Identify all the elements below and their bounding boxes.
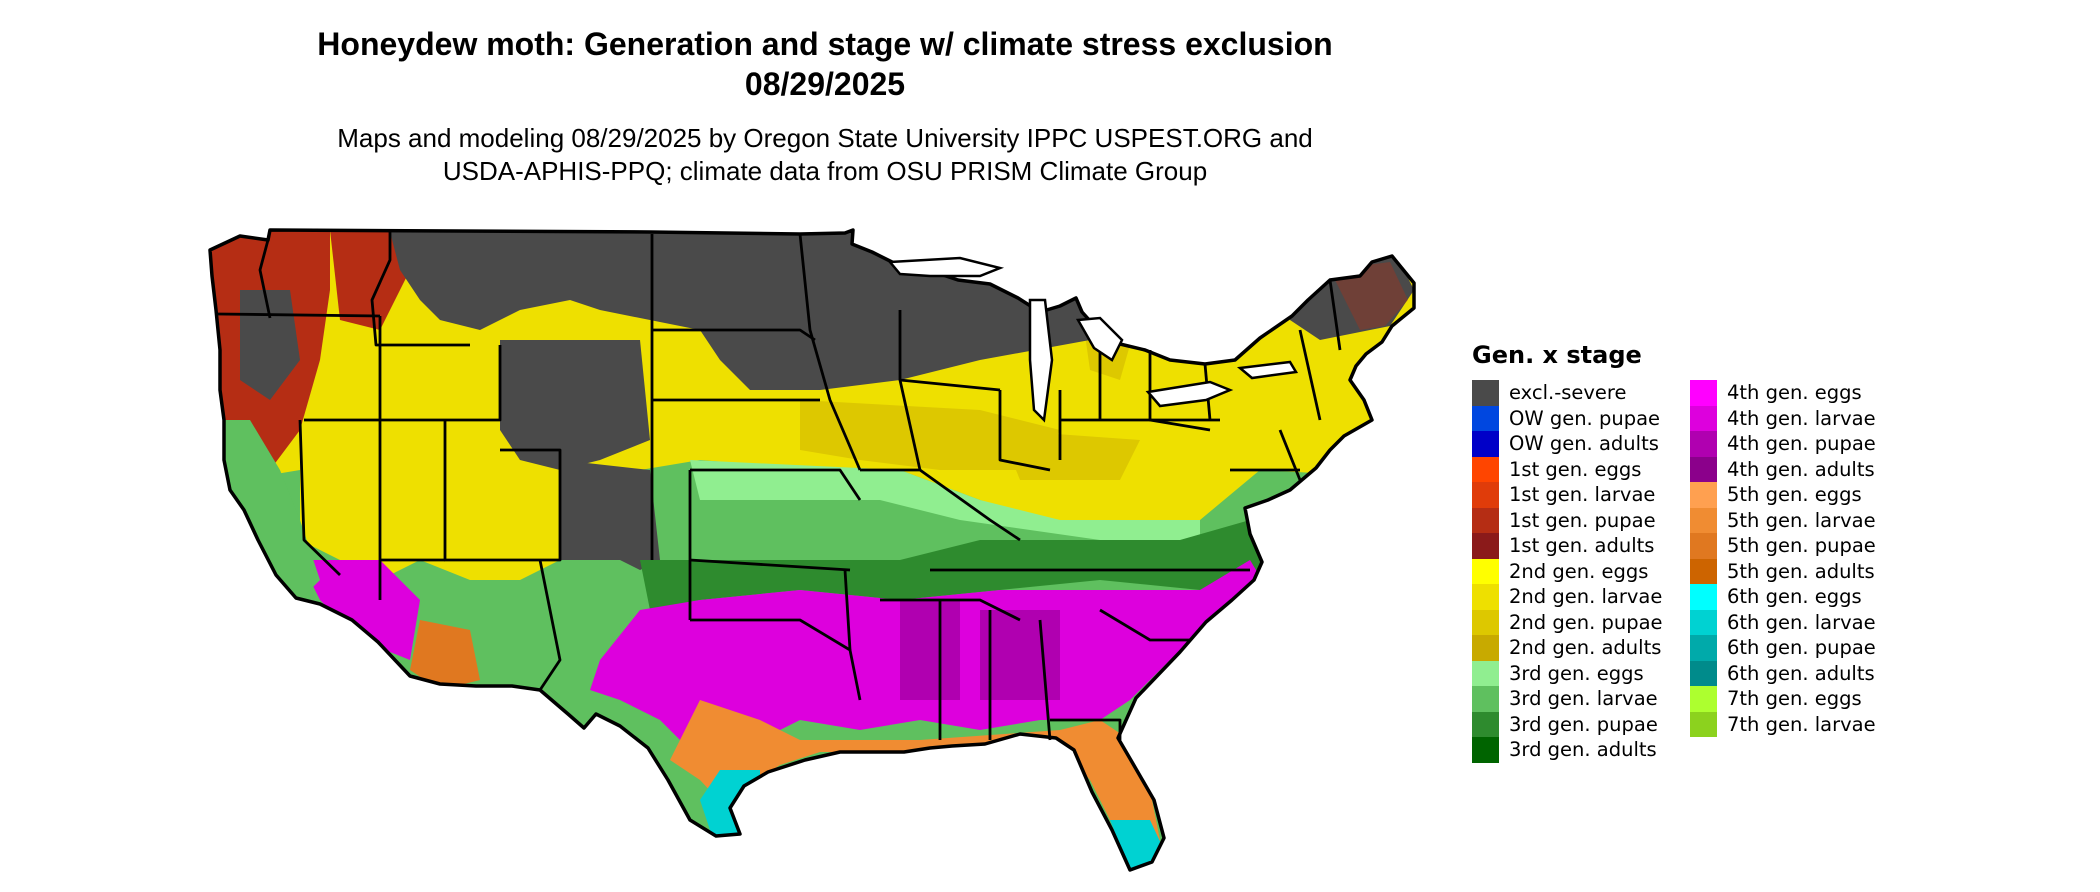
legend-item: 7th gen. eggs (1690, 686, 1876, 712)
legend-item: 1st gen. eggs (1472, 456, 1663, 482)
map-credit-line-2: USDA-APHIS-PPQ; climate data from OSU PR… (442, 156, 1208, 186)
map-credit-line-1: Maps and modeling 08/29/2025 by Oregon S… (337, 123, 1313, 153)
legend-item: 2nd gen. pupae (1472, 609, 1663, 635)
legend-label: 5th gen. pupae (1727, 534, 1876, 558)
legend-label: 6th gen. larvae (1727, 610, 1876, 634)
legend-item: 2nd gen. adults (1472, 635, 1663, 661)
legend-item: 5th gen. eggs (1690, 482, 1876, 508)
legend-swatch (1472, 609, 1499, 635)
legend-item: 4th gen. pupae (1690, 431, 1876, 457)
legend-label: 4th gen. pupae (1727, 432, 1876, 456)
legend-item: excl.-severe (1472, 380, 1663, 406)
legend-swatch (1690, 635, 1717, 661)
legend-label: 2nd gen. larvae (1509, 585, 1663, 609)
legend-title: Gen. x stage (1472, 341, 1642, 369)
legend-label: 4th gen. eggs (1727, 381, 1862, 405)
legend-swatch (1690, 456, 1717, 482)
legend-swatch (1690, 584, 1717, 610)
legend-item: 5th gen. larvae (1690, 507, 1876, 533)
legend-swatch (1690, 405, 1717, 431)
legend-item: 4th gen. eggs (1690, 380, 1876, 406)
legend-column-1: excl.-severe OW gen. pupae OW gen. adults 1… (1472, 380, 1663, 763)
legend-swatch (1690, 431, 1717, 457)
legend-label: 4th gen. larvae (1727, 406, 1876, 430)
us-conus-map (208, 228, 1416, 872)
legend-swatch (1690, 711, 1717, 737)
legend-swatch (1472, 533, 1499, 559)
legend-swatch (1472, 456, 1499, 482)
legend-swatch (1472, 635, 1499, 661)
legend-item: 6th gen. eggs (1690, 584, 1876, 610)
legend-item: 1st gen. adults (1472, 533, 1663, 559)
legend-swatch (1690, 660, 1717, 686)
legend-item: 5th gen. pupae (1690, 533, 1876, 559)
map-date: 08/29/2025 (744, 66, 906, 102)
legend-item: 3rd gen. larvae (1472, 686, 1663, 712)
legend-column-2: 4th gen. eggs 4th gen. larvae 4th gen. pup… (1690, 380, 1876, 737)
legend-label: 6th gen. adults (1727, 661, 1875, 685)
legend-swatch (1472, 660, 1499, 686)
legend-item: 4th gen. larvae (1690, 405, 1876, 431)
map-title: Honeydew moth: Generation and stage w/ c… (317, 26, 1333, 62)
legend-label: 1st gen. pupae (1509, 508, 1656, 532)
legend-label: OW gen. pupae (1509, 406, 1661, 430)
legend-swatch (1472, 405, 1499, 431)
legend-label: OW gen. adults (1509, 432, 1659, 456)
legend-item: 4th gen. adults (1690, 456, 1876, 482)
legend-label: excl.-severe (1509, 381, 1627, 405)
legend-item: 6th gen. adults (1690, 660, 1876, 686)
legend-label: 2nd gen. adults (1509, 636, 1662, 660)
legend-item: 1st gen. pupae (1472, 507, 1663, 533)
legend-swatch (1472, 482, 1499, 508)
legend-label: 6th gen. pupae (1727, 636, 1876, 660)
legend-label: 3rd gen. larvae (1509, 687, 1658, 711)
legend-label: 6th gen. eggs (1727, 585, 1862, 609)
legend-item: 7th gen. larvae (1690, 711, 1876, 737)
legend-label: 5th gen. adults (1727, 559, 1875, 583)
legend-item: OW gen. adults (1472, 431, 1663, 457)
legend-item: 2nd gen. larvae (1472, 584, 1663, 610)
legend-label: 3rd gen. pupae (1509, 712, 1658, 736)
legend-swatch (1472, 686, 1499, 712)
legend-item: OW gen. pupae (1472, 405, 1663, 431)
legend-item: 3rd gen. pupae (1472, 711, 1663, 737)
legend-swatch (1690, 609, 1717, 635)
legend-swatch (1690, 558, 1717, 584)
legend-swatch (1690, 507, 1717, 533)
legend-item: 3rd gen. eggs (1472, 660, 1663, 686)
legend-swatch (1472, 711, 1499, 737)
legend-label: 1st gen. adults (1509, 534, 1655, 558)
legend-swatch (1472, 584, 1499, 610)
legend-label: 1st gen. eggs (1509, 457, 1642, 481)
legend-label: 1st gen. larvae (1509, 483, 1656, 507)
legend-swatch (1690, 380, 1717, 406)
legend-swatch (1690, 533, 1717, 559)
legend-swatch (1472, 558, 1499, 584)
map-legend: Gen. x stage excl.-severe OW gen. pupae OW… (1472, 340, 1942, 780)
legend-label: 5th gen. larvae (1727, 508, 1876, 532)
legend-label: 7th gen. eggs (1727, 687, 1862, 711)
legend-swatch (1690, 482, 1717, 508)
legend-swatch (1472, 380, 1499, 406)
legend-item: 6th gen. larvae (1690, 609, 1876, 635)
legend-label: 7th gen. larvae (1727, 712, 1876, 736)
legend-swatch (1690, 686, 1717, 712)
legend-label: 4th gen. adults (1727, 457, 1875, 481)
legend-item: 3rd gen. adults (1472, 737, 1663, 763)
legend-label: 3rd gen. eggs (1509, 661, 1644, 685)
legend-item: 5th gen. adults (1690, 558, 1876, 584)
legend-swatch (1472, 737, 1499, 763)
legend-label: 2nd gen. eggs (1509, 559, 1649, 583)
legend-item: 2nd gen. eggs (1472, 558, 1663, 584)
legend-item: 6th gen. pupae (1690, 635, 1876, 661)
legend-swatch (1472, 507, 1499, 533)
legend-label: 5th gen. eggs (1727, 483, 1862, 507)
legend-item: 1st gen. larvae (1472, 482, 1663, 508)
legend-label: 2nd gen. pupae (1509, 610, 1663, 634)
legend-label: 3rd gen. adults (1509, 738, 1657, 762)
legend-swatch (1472, 431, 1499, 457)
